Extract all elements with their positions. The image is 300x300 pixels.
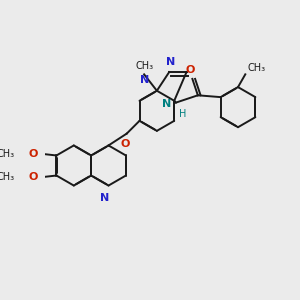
- Text: H: H: [179, 109, 186, 119]
- Text: N: N: [162, 99, 171, 110]
- Text: CH₃: CH₃: [247, 62, 265, 73]
- Text: CH₃: CH₃: [0, 148, 14, 159]
- Text: O: O: [29, 148, 38, 159]
- Text: O: O: [120, 139, 130, 149]
- Text: N: N: [100, 193, 110, 203]
- Text: O: O: [186, 65, 195, 75]
- Text: O: O: [29, 172, 38, 182]
- Text: N: N: [167, 57, 176, 67]
- Text: N: N: [140, 75, 150, 85]
- Text: CH₃: CH₃: [0, 172, 14, 182]
- Text: CH₃: CH₃: [135, 61, 153, 71]
